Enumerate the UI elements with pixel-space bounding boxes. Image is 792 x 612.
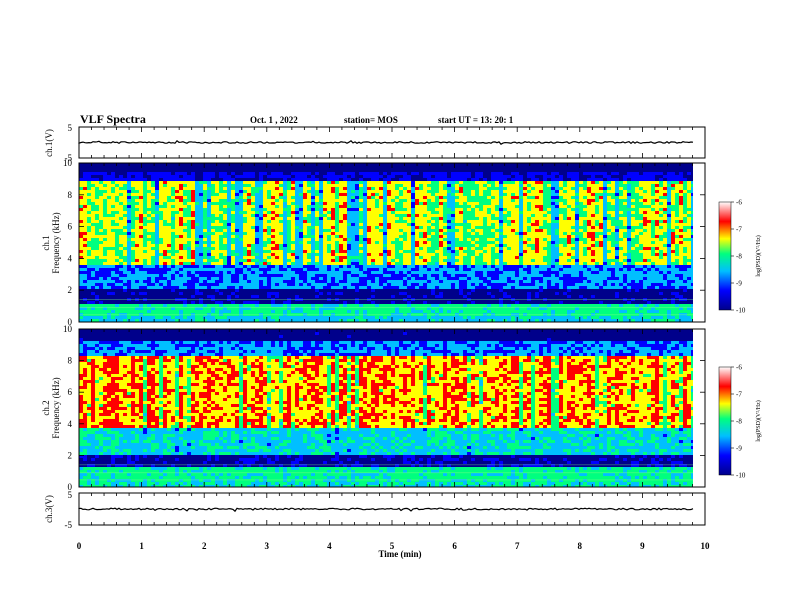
- time-axis-tick-label: 5: [390, 541, 395, 551]
- time-axis-tick-label: 1: [139, 541, 144, 551]
- ch2-spectrogram-image: [79, 329, 705, 487]
- ch1-colorbar-tick-label: -9: [736, 280, 742, 288]
- ch2-colorbar-tick-label: -8: [736, 418, 742, 426]
- time-axis-tick-label: 4: [327, 541, 332, 551]
- ch3-waveform-trace: [78, 507, 694, 513]
- ch1-ytick-label: 0: [68, 317, 73, 327]
- ch2-ytick-label: 10: [63, 324, 73, 334]
- start-ut-label: start UT = 13: 20: 1: [438, 115, 514, 125]
- ch2-spectrogram-ylabel: Frequency (kHz): [51, 377, 61, 438]
- ch2-colorbar-tick-label: -6: [736, 364, 742, 372]
- ch1-waveform-xticks: [78, 127, 706, 158]
- ch2-colorbar-tick-label: -7: [736, 391, 742, 399]
- time-axis-tick-label: 3: [265, 541, 270, 551]
- ch1-ytick-label: 2: [68, 285, 73, 295]
- ch1-colorbar-label: log(PSD)(V²/Hz): [755, 235, 762, 276]
- ch1-colorbar-ticks: -6 -7 -8 -9 -10: [731, 199, 746, 315]
- ch1-waveform-ylabel: ch.1(V): [44, 129, 54, 157]
- ch1-colorbar-tick-label: -10: [736, 307, 746, 315]
- time-axis-tick-label: 0: [77, 541, 82, 551]
- ch3-waveform-ylabel: ch.3(V): [44, 495, 54, 523]
- ch1-ytick-label: 8: [68, 190, 73, 200]
- time-axis-tick-label: 9: [640, 541, 645, 551]
- time-axis-tick-label: 8: [578, 541, 583, 551]
- ch1-colorbar-tick-label: -7: [736, 226, 742, 234]
- ch1-spectrogram-ylabel-top: ch.1: [41, 235, 51, 250]
- ch3-waveform-xticks: [78, 493, 706, 525]
- ch3-waveform-ytick-bottom: -5: [65, 520, 73, 530]
- ch3-waveform-panel: 5 -5 ch.3(V): [44, 490, 706, 530]
- ch2-ytick-label: 2: [68, 450, 73, 460]
- time-axis-ticklabels: 0 1 2 3 4 5 6 7 8 9 10: [77, 541, 710, 551]
- ch2-ytick-label: 6: [68, 387, 73, 397]
- ch1-ytick-label: 10: [63, 158, 73, 168]
- ch2-colorbar-label: log(PSD)(V²/Hz): [755, 400, 762, 441]
- ch1-waveform-trace: [78, 139, 694, 145]
- ch2-colorbar-tick-label: -10: [736, 472, 746, 480]
- time-axis-tick-label: 7: [515, 541, 520, 551]
- ch2-ytick-label: 4: [68, 419, 73, 429]
- ch1-spectrogram-ticks: 0 2 4 6 8 10: [63, 158, 706, 327]
- ch2-spectrogram-panel: 0 2 4 6 8 10 ch.2 Frequency (kHz): [41, 324, 706, 492]
- ch2-colorbar: -6 -7 -8 -9 -10 log(PSD)(V²/Hz): [718, 364, 762, 480]
- time-axis-tick-label: 6: [452, 541, 457, 551]
- ch1-waveform-panel: 5 -5 ch.1(V): [44, 123, 706, 163]
- ch2-colorbar-gradient: [718, 366, 732, 476]
- ch2-ytick-label: 0: [68, 482, 73, 492]
- time-axis-tick-label: 2: [202, 541, 207, 551]
- ch1-colorbar-tick-label: -6: [736, 199, 742, 207]
- ch1-spectrogram-panel: 0 2 4 6 8 10 ch.1 Frequency (kHz): [41, 158, 706, 327]
- ch3-waveform-ytick-top: 5: [68, 490, 73, 500]
- ch2-colorbar-tick-label: -9: [736, 445, 742, 453]
- ch2-spectrogram-ylabel-top: ch.2: [41, 400, 51, 415]
- ch1-spectrogram-image: [79, 163, 705, 322]
- ch1-colorbar: -6 -7 -8 -9 -10 log(PSD)(V²/Hz): [718, 199, 762, 315]
- ch2-ytick-label: 8: [68, 356, 73, 366]
- time-axis: 0 1 2 3 4 5 6 7 8 9 10 Time (min): [77, 541, 710, 559]
- ch1-spectrogram-ylabel: Frequency (kHz): [51, 212, 61, 273]
- ch2-colorbar-ticks: -6 -7 -8 -9 -10: [731, 364, 746, 480]
- ch1-ytick-label: 4: [68, 253, 73, 263]
- ch1-colorbar-tick-label: -8: [736, 253, 742, 261]
- figure-title: VLF Spectra: [80, 112, 146, 126]
- station-label: station= MOS: [344, 115, 398, 125]
- time-axis-label: Time (min): [378, 549, 421, 559]
- date-label: Oct. 1 , 2022: [250, 115, 298, 125]
- ch2-spectrogram-ticks: 0 2 4 6 8 10: [63, 324, 706, 492]
- ch1-waveform-ytick-bottom: -5: [65, 153, 73, 163]
- ch1-waveform-ytick-top: 5: [68, 123, 73, 133]
- time-axis-tick-label: 10: [701, 541, 711, 551]
- ch1-colorbar-gradient: [718, 201, 732, 311]
- ch1-ytick-label: 6: [68, 222, 73, 232]
